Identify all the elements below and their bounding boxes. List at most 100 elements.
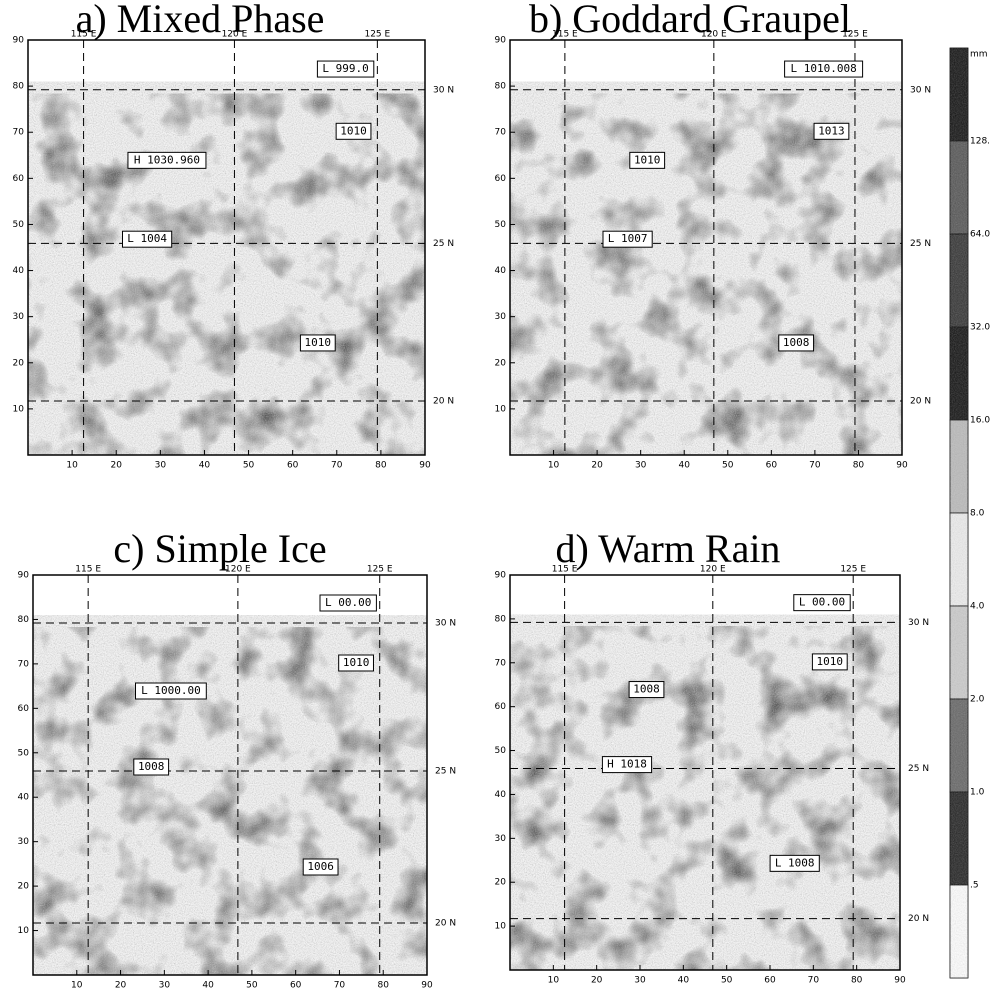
x-tick-label: 40 xyxy=(678,976,690,986)
x-tick-label: 30 xyxy=(634,976,646,986)
contour-label: 1010 xyxy=(634,153,661,166)
contour-label: H 1030.960 xyxy=(134,153,200,166)
y-tick-label: 60 xyxy=(18,704,30,714)
y-tick-label: 70 xyxy=(13,128,25,138)
x-tick-label: 60 xyxy=(766,461,778,471)
x-tick-label: 90 xyxy=(894,976,906,986)
x-tick-label: 10 xyxy=(548,461,560,471)
lon-label: 115 E xyxy=(552,565,578,575)
x-tick-label: 90 xyxy=(421,981,433,989)
x-tick-label: 10 xyxy=(71,981,83,989)
x-tick-label: 50 xyxy=(246,981,258,989)
contour-label: H 1018 xyxy=(607,758,647,771)
y-tick-label: 90 xyxy=(495,571,507,581)
x-tick-label: 60 xyxy=(290,981,302,989)
lat-label: 20 N xyxy=(908,914,929,924)
figure: a) Mixed Phase10203040506070809010203040… xyxy=(0,0,990,989)
contour-label: L 00.00 xyxy=(799,596,845,609)
y-tick-label: 20 xyxy=(18,882,30,892)
x-tick-label: 10 xyxy=(66,461,78,471)
lat-label: 20 N xyxy=(435,919,456,929)
contour-label: L 00.00 xyxy=(325,596,371,609)
colorbar-label: 16.0 xyxy=(970,416,990,426)
x-tick-label: 80 xyxy=(377,981,389,989)
y-tick-label: 20 xyxy=(495,358,507,368)
y-tick-label: 90 xyxy=(13,36,25,46)
x-tick-label: 40 xyxy=(199,461,211,471)
panel-title: c) Simple Ice xyxy=(113,526,326,571)
x-tick-label: 90 xyxy=(896,461,908,471)
x-tick-label: 70 xyxy=(809,461,821,471)
colorbar-label: 128.0 xyxy=(970,137,990,147)
y-tick-label: 80 xyxy=(13,82,25,92)
y-tick-label: 10 xyxy=(495,404,507,414)
lat-label: 25 N xyxy=(908,764,929,774)
x-tick-label: 70 xyxy=(334,981,346,989)
contour-label: 1010 xyxy=(340,124,367,137)
lon-label: 125 E xyxy=(364,30,390,40)
y-tick-label: 90 xyxy=(18,571,30,581)
panel-title: d) Warm Rain xyxy=(556,526,781,571)
lat-label: 30 N xyxy=(908,618,929,628)
x-tick-label: 20 xyxy=(591,976,603,986)
x-tick-label: 80 xyxy=(375,461,387,471)
x-tick-label: 50 xyxy=(243,461,255,471)
x-tick-label: 60 xyxy=(764,976,776,986)
x-tick-label: 30 xyxy=(155,461,167,471)
x-tick-label: 40 xyxy=(202,981,214,989)
colorbar-label: 4.0 xyxy=(970,602,985,612)
contour-label: L 1010.008 xyxy=(790,62,856,75)
colorbar-label: 1.0 xyxy=(970,788,985,798)
lon-label: 120 E xyxy=(700,565,726,575)
contour-label: 1008 xyxy=(633,683,660,696)
lon-label: 125 E xyxy=(367,565,393,575)
lat-label: 20 N xyxy=(910,397,931,407)
lat-label: 30 N xyxy=(433,85,454,95)
y-tick-label: 80 xyxy=(18,615,30,625)
x-tick-label: 20 xyxy=(591,461,603,471)
x-tick-label: 20 xyxy=(115,981,127,989)
contour-label: 1006 xyxy=(307,860,334,873)
x-tick-label: 30 xyxy=(635,461,647,471)
y-tick-label: 10 xyxy=(495,922,507,932)
y-tick-label: 40 xyxy=(495,790,507,800)
lon-label: 125 E xyxy=(842,30,868,40)
colorbar-label: .5 xyxy=(970,881,979,891)
y-tick-label: 80 xyxy=(495,614,507,624)
x-tick-label: 70 xyxy=(331,461,343,471)
contour-label: 1010 xyxy=(343,656,370,669)
x-tick-label: 90 xyxy=(419,461,431,471)
contour-label: 1010 xyxy=(305,336,332,349)
y-tick-label: 70 xyxy=(18,659,30,669)
contour-label: 1013 xyxy=(818,124,845,137)
x-tick-label: 10 xyxy=(548,976,560,986)
y-tick-label: 50 xyxy=(18,748,30,758)
colorbar-label: 64.0 xyxy=(970,230,990,240)
contour-label: 1008 xyxy=(138,760,165,773)
lon-label: 125 E xyxy=(840,565,866,575)
y-tick-label: 30 xyxy=(18,837,30,847)
x-tick-label: 70 xyxy=(808,976,820,986)
colorbar-stipple xyxy=(950,48,968,978)
y-tick-label: 50 xyxy=(13,220,25,230)
x-tick-label: 80 xyxy=(853,461,865,471)
y-tick-label: 60 xyxy=(495,174,507,184)
x-tick-label: 20 xyxy=(110,461,122,471)
y-tick-label: 20 xyxy=(495,878,507,888)
lon-label: 115 E xyxy=(75,565,101,575)
y-tick-label: 30 xyxy=(495,312,507,322)
y-tick-label: 30 xyxy=(13,312,25,322)
y-tick-label: 70 xyxy=(495,128,507,138)
contour-label: L 1000.00 xyxy=(141,684,201,697)
y-tick-label: 90 xyxy=(495,36,507,46)
y-tick-label: 50 xyxy=(495,746,507,756)
y-tick-label: 50 xyxy=(495,220,507,230)
y-tick-label: 20 xyxy=(13,358,25,368)
colorbar-label: 2.0 xyxy=(970,695,985,705)
lat-label: 25 N xyxy=(433,239,454,249)
lon-label: 115 E xyxy=(71,30,97,40)
